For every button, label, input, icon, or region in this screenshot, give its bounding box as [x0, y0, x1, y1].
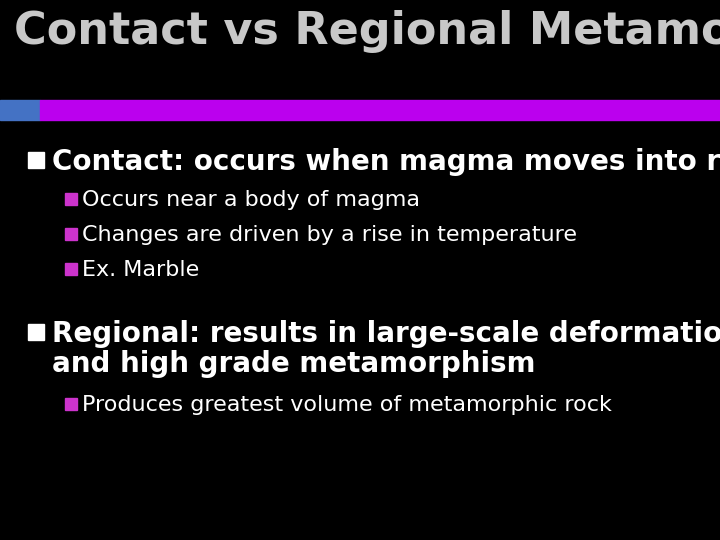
Text: Changes are driven by a rise in temperature: Changes are driven by a rise in temperat… [82, 225, 577, 245]
Text: Occurs near a body of magma: Occurs near a body of magma [82, 190, 420, 210]
Text: Regional: results in large-scale deformation: Regional: results in large-scale deforma… [52, 320, 720, 348]
Bar [65, 398, 77, 410]
Bar [65, 193, 77, 205]
Text: Contact: occurs when magma moves into rock: Contact: occurs when magma moves into ro… [52, 148, 720, 176]
Bar [28, 324, 44, 340]
Bar [65, 263, 77, 275]
Bar [28, 152, 44, 168]
Text: Produces greatest volume of metamorphic rock: Produces greatest volume of metamorphic … [82, 395, 612, 415]
Bar [0, 100, 40, 120]
Bar [40, 100, 720, 120]
Text: Ex. Marble: Ex. Marble [82, 260, 199, 280]
Text: and high grade metamorphism: and high grade metamorphism [52, 350, 536, 378]
Text: Contact vs Regional Metamorphism: Contact vs Regional Metamorphism [14, 10, 720, 53]
Bar [65, 228, 77, 240]
